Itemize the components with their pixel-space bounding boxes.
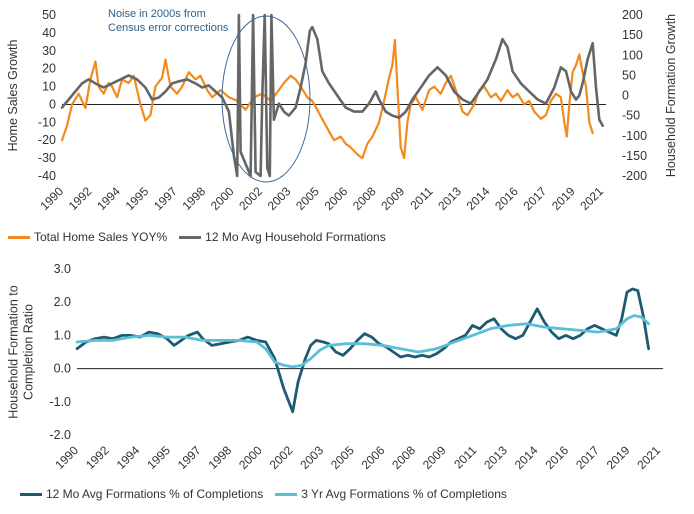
annotation-ellipse [221, 15, 311, 183]
x-tick-label: 2014 [464, 184, 493, 213]
x-tick-label: 1998 [179, 184, 208, 213]
y-tick-label: -30 [38, 151, 56, 165]
y-tick-label: -10 [38, 115, 56, 129]
x-tick-label: 2002 [267, 443, 296, 472]
y-axis-label-line: Household Formation to [7, 285, 21, 418]
y-tick-label: 10 [42, 80, 56, 94]
x-tick-label: 2002 [236, 184, 265, 213]
y-tick-label: 40 [42, 26, 56, 40]
x-tick-label: 2011 [407, 184, 435, 212]
y-tick-label: -2.0 [49, 428, 71, 442]
legend-swatch-3yr-formations [275, 492, 298, 496]
x-tick-label: 1995 [144, 443, 173, 472]
y2-tick-label: -200 [622, 169, 647, 183]
y-tick-label: 0.0 [54, 362, 71, 376]
x-tick-label: 2005 [293, 184, 322, 213]
x-tick-label: 1992 [83, 443, 112, 472]
x-tick-label: 1990 [52, 443, 81, 472]
x-tick-label: 2016 [492, 184, 521, 213]
x-tick-label: 2013 [435, 184, 464, 213]
series-line-total-home-sales-yoy [60, 38, 594, 160]
x-tick-label: 2008 [389, 443, 418, 472]
x-tick-label: 2011 [451, 443, 479, 471]
x-tick-label: 2017 [520, 184, 549, 213]
legend-label-3yr-formations: 3 Yr Avg Formations % of Completions [301, 487, 507, 501]
legend-swatch-household-formations [179, 235, 202, 239]
y-tick-label: -1.0 [49, 395, 71, 409]
x-tick-label: 1997 [151, 184, 180, 213]
legend-item-12mo-formations: 12 Mo Avg Formations % of Completions [20, 487, 263, 501]
y2-tick-label: -50 [622, 109, 640, 123]
y-tick-label: 20 [42, 62, 56, 76]
y-tick-label: 1.0 [54, 328, 71, 342]
series-line-12-mo-avg-household-formations [60, 13, 604, 178]
x-tick-label: 2019 [604, 443, 633, 472]
x-tick-label: 2009 [378, 184, 407, 213]
x-tick-label: 2009 [420, 443, 449, 472]
annotation-line: Census error corrections [108, 22, 229, 34]
y2-tick-label: -150 [622, 149, 647, 163]
x-tick-label: 1994 [94, 184, 123, 213]
x-tick-label: 2003 [265, 184, 294, 213]
x-tick-label: 2003 [297, 443, 326, 472]
x-tick-label: 2005 [328, 443, 357, 472]
legend-label-household-formations: 12 Mo Avg Household Formations [205, 230, 386, 244]
x-tick-label: 2006 [322, 184, 351, 213]
y2-tick-label: -100 [622, 129, 647, 143]
y2-tick-label: 50 [622, 68, 636, 82]
legend-item-household-formations: 12 Mo Avg Household Formations [179, 230, 386, 244]
x-tick-label: 2006 [359, 443, 388, 472]
top-chart: 50403020100-10-20-30-40200150100500-50-1… [6, 8, 678, 213]
y2-tick-label: 150 [622, 28, 643, 42]
x-tick-label: 2019 [549, 184, 578, 213]
top-legend: Total Home Sales YOY% 12 Mo Avg Househol… [8, 230, 398, 244]
x-tick-label: 2021 [577, 184, 606, 213]
x-tick-label: 1990 [37, 184, 66, 213]
y-tick-label: 3.0 [54, 262, 71, 276]
bottom-legend: 12 Mo Avg Formations % of Completions 3 … [20, 487, 519, 501]
y-tick-label: 30 [42, 44, 56, 58]
y-tick-label: 2.0 [54, 295, 71, 309]
x-tick-label: 2014 [512, 443, 541, 472]
series-line-12-mo-avg-formations-of-completions [75, 287, 650, 414]
y-axis-label: Home Sales Growth [6, 40, 20, 152]
y-tick-label: 0 [49, 97, 56, 111]
x-tick-label: 2008 [350, 184, 379, 213]
legend-item-3yr-formations: 3 Yr Avg Formations % of Completions [275, 487, 507, 501]
series-line-3-yr-avg-formations-of-completions [75, 314, 650, 369]
x-tick-label: 1995 [123, 184, 152, 213]
x-tick-label: 2000 [208, 184, 237, 213]
x-tick-label: 2000 [236, 443, 265, 472]
x-tick-label: 1997 [175, 443, 204, 472]
x-tick-label: 2016 [542, 443, 571, 472]
x-tick-label: 1994 [114, 443, 143, 472]
x-tick-label: 2013 [481, 443, 510, 472]
y-axis-label: Household Formation toCompletion Ratio [7, 285, 36, 418]
x-tick-label: 1992 [66, 184, 95, 213]
annotation-text: Noise in 2000s from Census error correcti… [108, 8, 229, 34]
legend-label-home-sales: Total Home Sales YOY% [34, 230, 168, 244]
legend-item-home-sales: Total Home Sales YOY% [8, 230, 167, 244]
y-tick-label: 50 [42, 8, 56, 22]
legend-swatch-12mo-formations [20, 492, 42, 496]
y2-axis-label: Household Formation Growth [664, 14, 678, 177]
x-tick-label: 2017 [573, 443, 602, 472]
y-tick-label: -40 [38, 169, 56, 183]
x-tick-label: 1998 [205, 443, 234, 472]
legend-swatch-home-sales [8, 235, 30, 239]
annotation-line: Noise in 2000s from [108, 8, 206, 20]
y-tick-label: -20 [38, 133, 56, 147]
y-axis-label-line: Completion Ratio [22, 304, 36, 400]
legend-label-12mo-formations: 12 Mo Avg Formations % of Completions [46, 487, 264, 501]
y2-tick-label: 200 [622, 8, 643, 22]
y2-tick-label: 0 [622, 89, 629, 103]
x-tick-label: 2021 [634, 443, 663, 472]
y2-tick-label: 100 [622, 48, 643, 62]
